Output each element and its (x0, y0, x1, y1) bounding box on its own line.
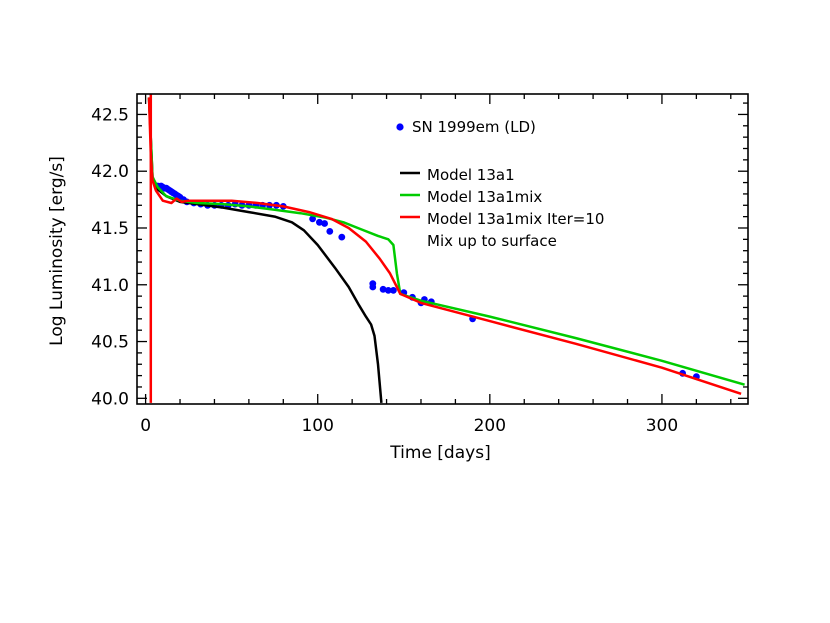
legend-marker-sn-1999em-ld (396, 123, 404, 131)
x-tick-label-200: 200 (474, 416, 506, 436)
x-tick-label-300: 300 (646, 416, 678, 436)
data-layer (147, 94, 745, 404)
legend-label-model-13a1: Model 13a1 (427, 166, 515, 184)
plot-frame (136, 93, 749, 405)
y-tick-label-41.5: 41.5 (91, 219, 129, 239)
data-point-sn-1999em-ld-30 (316, 218, 323, 226)
data-point-sn-1999em-ld-37 (384, 287, 392, 294)
y-tick-label-42: 42.0 (91, 162, 129, 182)
legend-label-model-13a1mix-iter-10: Model 13a1mix Iter=10 (427, 210, 604, 228)
y-tick-label-40: 40.0 (91, 389, 129, 409)
legend-label-sn-1999em-ld: SN 1999em (LD) (412, 118, 536, 136)
legend-label-model-13a1mix: Model 13a1mix (427, 188, 542, 206)
plot-area (147, 94, 745, 404)
y-tick-label-41: 41.0 (91, 276, 129, 296)
data-point-sn-1999em-ld-29 (309, 215, 316, 223)
y-tick-label-40.5: 40.5 (91, 333, 129, 353)
series-line-model-13a1mix-iter-10 (147, 97, 742, 395)
x-tick-label-100: 100 (301, 416, 333, 436)
x-tick-label-0: 0 (140, 416, 151, 436)
legend-note: Mix up to surface (427, 232, 557, 250)
y-tick-label-42.5: 42.5 (91, 105, 129, 125)
data-point-sn-1999em-ld-35 (369, 283, 377, 291)
data-point-sn-1999em-ld-36 (379, 285, 387, 293)
x-axis-title: Time [days] (389, 443, 490, 463)
legend: SN 1999em (LD) Model 13a1 Model 13a1mix Mod… (396, 118, 604, 250)
y-axis-title: Log Luminosity [erg/s] (47, 156, 67, 346)
data-point-sn-1999em-ld-38 (390, 287, 397, 294)
axes: 0 100 200 300 40.0 40.5 41.0 41.5 42.0 42.5 Time [… (47, 93, 749, 463)
data-point-sn-1999em-ld-31 (321, 220, 328, 227)
data-point-sn-1999em-ld-32 (326, 228, 334, 235)
data-point-sn-1999em-ld-33 (338, 233, 346, 241)
